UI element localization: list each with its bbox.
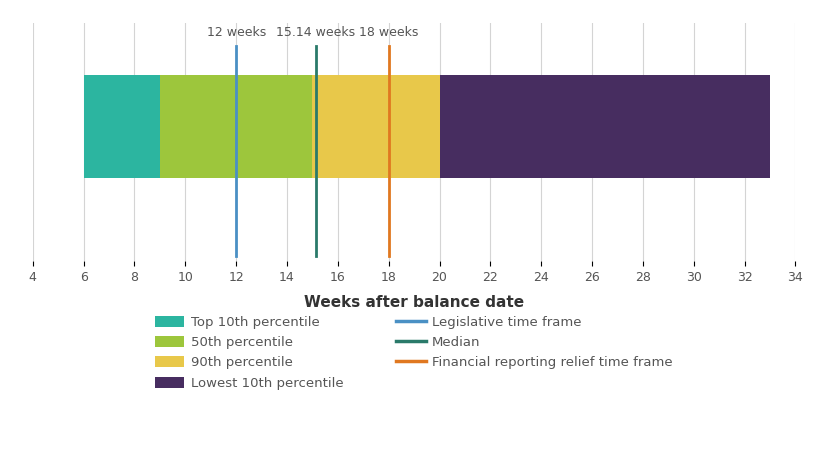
Text: 18 weeks: 18 weeks [359,26,418,39]
Bar [160,75,312,178]
Text: 15.14 weeks: 15.14 weeks [276,26,355,39]
Bar [84,75,160,178]
Text: 12 weeks: 12 weeks [206,26,265,39]
Legend: Top 10th percentile, 50th percentile, 90th percentile, Lowest 10th percentile, L: Top 10th percentile, 50th percentile, 90… [150,310,677,395]
Bar [312,75,439,178]
Bar [439,75,769,178]
X-axis label: Weeks after balance date: Weeks after balance date [304,295,523,310]
